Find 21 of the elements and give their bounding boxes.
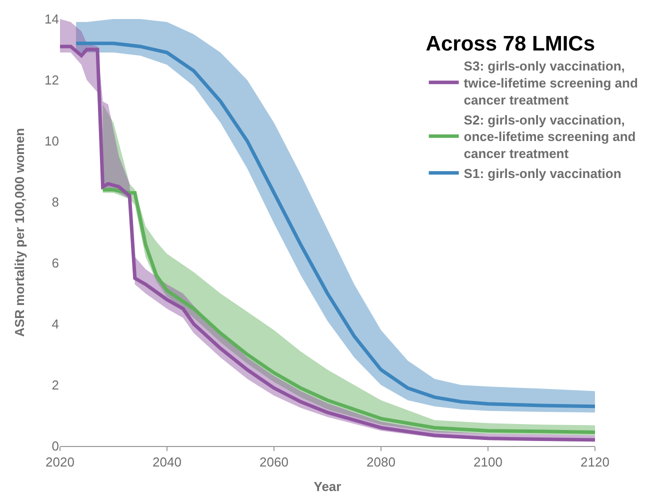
x-tick-label: 2100 [474, 454, 502, 470]
y-tick-label: 0 [52, 438, 59, 454]
legend-title: Across 78 LMICs [426, 32, 596, 56]
y-tick-label: 8 [52, 194, 59, 210]
x-tick-label: 2120 [580, 454, 610, 470]
x-tick-label: 2080 [366, 454, 396, 470]
y-tick-label: 12 [44, 72, 59, 88]
y-tick-label: 6 [52, 256, 59, 271]
y-tick-label: 14 [44, 12, 59, 27]
x-tick-label: 2020 [46, 454, 74, 470]
legend-label: S1: girls-only vaccination [464, 166, 622, 181]
y-tick-label: 4 [52, 316, 59, 332]
x-tick-label: 2040 [152, 454, 182, 470]
x-tick-label: 2060 [260, 454, 288, 470]
legend-label: S3: girls-only vaccination, twice-lifetime screening and cancer treatment [464, 58, 638, 108]
x-axis-title: Year [314, 479, 342, 494]
y-tick-label: 2 [52, 378, 59, 393]
y-tick-label: 10 [44, 134, 59, 149]
line-series [101, 188, 595, 434]
y-axis-title: ASR mortality per 100,000 women [12, 128, 27, 337]
legend-label: S2: girls-only vaccination, once-lifetime screening and cancer treatment [464, 112, 636, 162]
